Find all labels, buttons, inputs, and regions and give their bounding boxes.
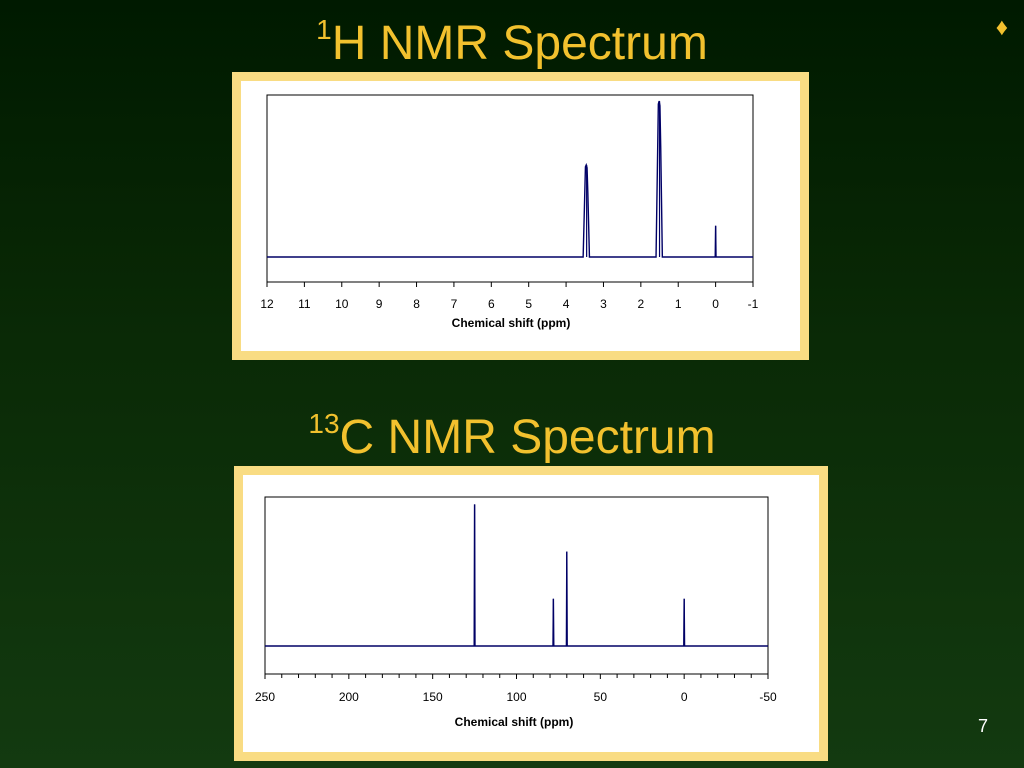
h-nmr-title: 1H NMR Spectrum <box>0 16 1024 68</box>
h-nmr-x-tick-label: 5 <box>525 297 532 311</box>
h-nmr-chart-frame: 12 11 10 9 8 7 6 5 4 3 2 1 0 -1 Chemical shift (ppm) <box>232 72 809 360</box>
h-nmr-x-axis-title: Chemical shift (ppm) <box>452 316 571 330</box>
c-nmr-chart-frame: 250 200 150 100 50 0 -50 Chemical shift (ppm) <box>234 466 828 761</box>
c-nmr-title-superscript: 13 <box>308 408 340 439</box>
c-nmr-chart: 250 200 150 100 50 0 -50 Chemical shift (ppm) <box>255 496 777 729</box>
h-nmr-x-tick-label: 0 <box>712 297 719 311</box>
h-nmr-x-tick-label: 10 <box>335 297 349 311</box>
c-nmr-trace <box>265 504 768 647</box>
c-nmr-plot-area <box>264 496 769 675</box>
h-nmr-x-tick-label: 7 <box>451 297 458 311</box>
h-nmr-plot-area <box>266 94 754 283</box>
diamond-icon: ♦ <box>995 14 1008 41</box>
h-nmr-trace <box>267 100 753 258</box>
c-nmr-x-tick-label: 0 <box>681 690 688 704</box>
c-nmr-x-tick-label: 200 <box>339 690 359 704</box>
h-nmr-x-tick-label: 2 <box>638 297 645 311</box>
h-nmr-x-tick-label: 9 <box>376 297 383 311</box>
c-nmr-x-tick-label: 150 <box>423 690 443 704</box>
h-nmr-x-tick-label: 3 <box>600 297 607 311</box>
h-nmr-x-tick-label: 4 <box>563 297 570 311</box>
h-nmr-x-tick-label: 6 <box>488 297 495 311</box>
c-nmr-title-text: C NMR Spectrum <box>339 411 716 464</box>
c-nmr-x-tick-label: 100 <box>506 690 526 704</box>
c-nmr-chart-panel: 250 200 150 100 50 0 -50 Chemical shift (ppm) <box>243 475 819 752</box>
c-nmr-title: 13C NMR Spectrum <box>0 410 1024 462</box>
c-nmr-x-tick-label: -50 <box>759 690 777 704</box>
c-nmr-x-tick-label: 50 <box>594 690 608 704</box>
h-nmr-x-tick-label: 11 <box>298 297 311 311</box>
h-nmr-title-text: H NMR Spectrum <box>331 17 708 70</box>
h-nmr-x-tick-label: 1 <box>675 297 682 311</box>
c-nmr-x-tick-label: 250 <box>255 690 275 704</box>
h-nmr-title-superscript: 1 <box>316 14 332 45</box>
page-number: 7 <box>977 716 988 736</box>
h-nmr-x-tick-label: 8 <box>413 297 420 311</box>
c-nmr-x-axis-title: Chemical shift (ppm) <box>455 715 574 729</box>
h-nmr-chart-panel: 12 11 10 9 8 7 6 5 4 3 2 1 0 -1 Chemical shift (ppm) <box>241 81 800 351</box>
h-nmr-x-tick-label: 12 <box>260 297 274 311</box>
h-nmr-x-tick-label: -1 <box>748 297 759 311</box>
